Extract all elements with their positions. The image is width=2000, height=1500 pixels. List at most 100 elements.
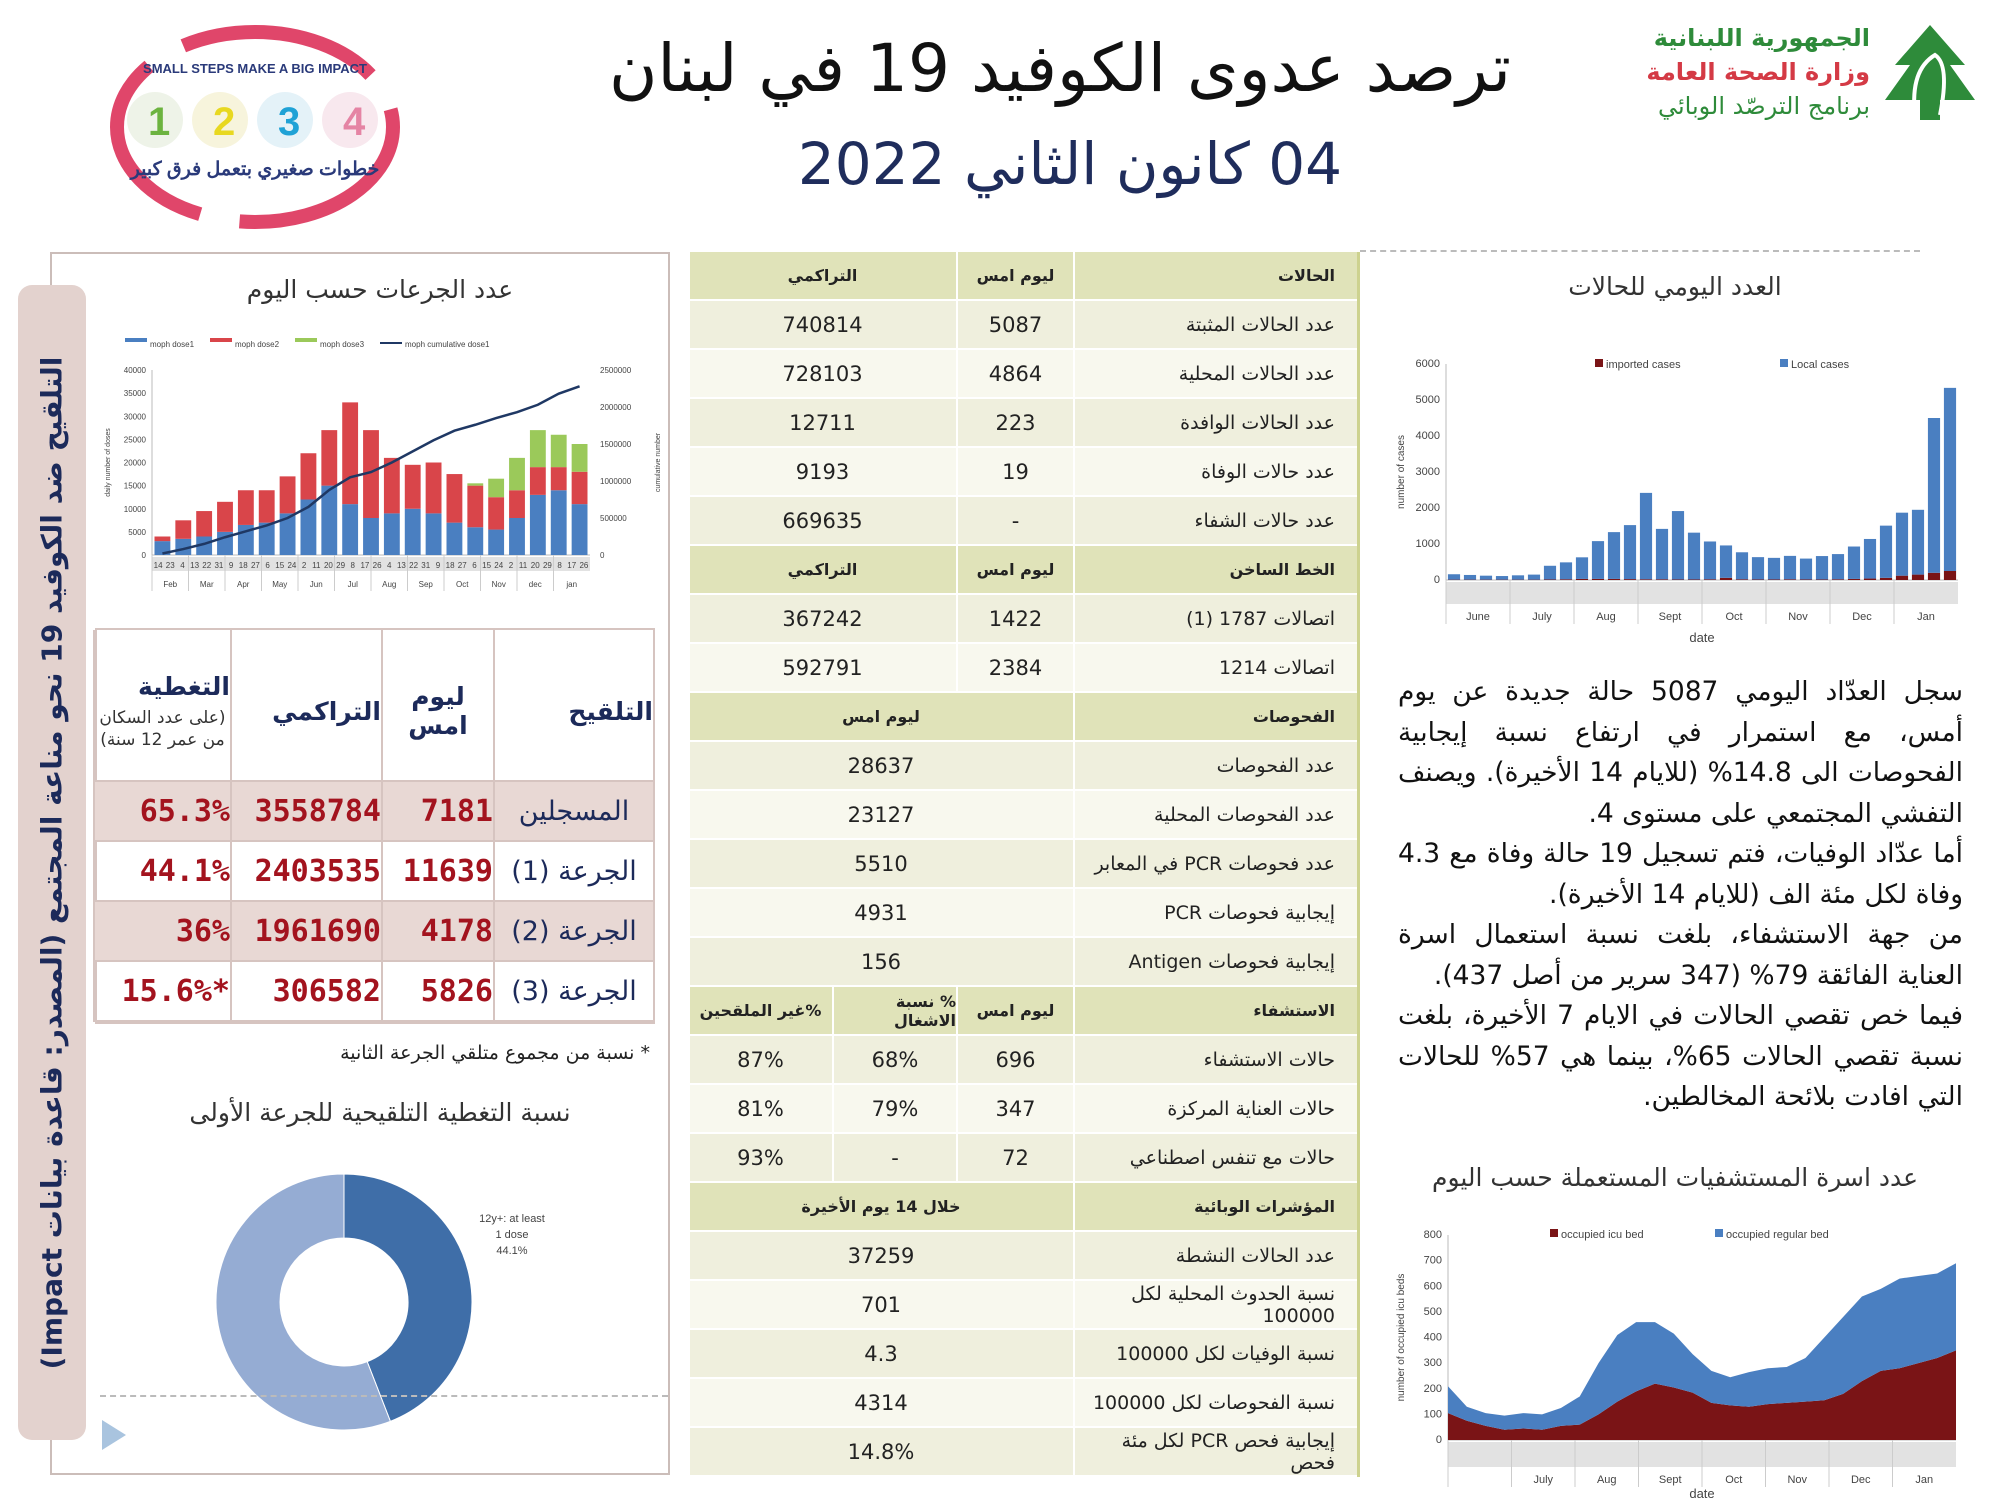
divider — [100, 1395, 668, 1397]
bar-moph-dose2 — [217, 501, 233, 532]
table-row: إيجابية فحوصات PCR 4931 — [687, 889, 1357, 938]
day-tick-label: 29 — [543, 561, 552, 570]
vaccine-row-cumulative: 306582 — [230, 962, 381, 1022]
y-tick-label: 10000 — [124, 505, 147, 514]
bar-imported-cases — [1543, 579, 1557, 580]
row-value: 28637 — [687, 742, 1073, 791]
section-header-cell: الحالات — [1073, 252, 1357, 301]
page-title: ترصد عدوى الكوفيد 19 في لبنان — [608, 30, 1512, 107]
month-label: Jan — [1917, 611, 1935, 623]
row-label: إيجابية فحوصات PCR — [1073, 889, 1357, 938]
row-value: 740814 — [687, 301, 956, 350]
donut-data-label: 44.1% — [496, 1245, 527, 1257]
col-header-vaccine: التلقيح — [493, 630, 653, 782]
section-header-cell: الاستشفاء — [1073, 987, 1357, 1036]
section-header-cell: التراكمي — [687, 546, 956, 595]
day-tick-label: 29 — [336, 561, 345, 570]
row-label: نسبة الوفيات لكل 100000 — [1073, 1330, 1357, 1379]
table-row: اتصالات 1214 2384 592791 — [687, 644, 1357, 693]
day-tick-label: 6 — [265, 561, 270, 570]
coverage-donut-chart: 12y+: at least 1 dose 44.1% — [215, 1173, 545, 1431]
y-tick-label: 5000 — [1416, 394, 1440, 406]
month-label: May — [272, 580, 287, 589]
day-tick-label: 17 — [567, 561, 576, 570]
day-tick-label: 13 — [190, 561, 199, 570]
vaccination-footnote: * نسبة من مجموع متلقي الجرعة الثانية — [340, 1042, 650, 1064]
y-axis-label: daily number of doses — [105, 428, 112, 497]
row-value: 5510 — [687, 840, 1073, 889]
bar-Local-cases — [1447, 574, 1461, 580]
day-tick-label: 23 — [166, 561, 175, 570]
bar-moph-dose2 — [279, 476, 296, 514]
month-label: Nov — [1788, 611, 1808, 623]
row-value: 156 — [687, 938, 1073, 987]
row-label: عدد الحالات الوافدة — [1073, 399, 1357, 448]
bar-imported-cases — [1815, 579, 1829, 580]
month-label: Dec — [1851, 1474, 1871, 1486]
y-tick-label: 15000 — [124, 482, 147, 491]
row-value: 9193 — [687, 448, 956, 497]
bar-Local-cases — [1463, 574, 1477, 580]
vaccine-row-label: الجرعة (2) — [493, 902, 653, 962]
row-label: عدد الحالات النشطة — [1073, 1232, 1357, 1281]
bar-imported-cases — [1751, 579, 1765, 580]
bar-moph-dose1 — [258, 522, 275, 555]
cedar-icon — [1885, 25, 1975, 120]
x-axis-label: date — [1689, 630, 1714, 645]
bar-moph-dose3 — [509, 457, 525, 491]
day-tick-label: 11 — [519, 561, 528, 570]
bar-Local-cases — [1495, 576, 1509, 580]
bar-Local-cases — [1751, 557, 1765, 580]
col-header-cumulative: التراكمي — [230, 630, 381, 782]
vaccination-panel — [50, 252, 670, 1475]
bar-moph-dose2 — [321, 430, 338, 486]
section-header: الاستشفاء ليوم امس% نسبة الاشغال %غير المل… — [687, 987, 1357, 1036]
y-tick-label: 30000 — [124, 412, 147, 421]
table-row: عدد الحالات الوافدة 223 12711 — [687, 399, 1357, 448]
bar-Local-cases — [1895, 512, 1909, 576]
row-label: نسبة الفحوصات لكل 100000 — [1073, 1379, 1357, 1428]
table-row: عدد الحالات المحلية 4864 728103 — [687, 350, 1357, 399]
section-header-cell: ليوم امس — [687, 693, 1073, 742]
summary-paragraph: فيما خص تقصي الحالات في الايام 7 الأخيرة… — [1398, 1000, 1964, 1112]
moph-logo: الجمهورية اللبنانية وزارة الصحة العامة ب… — [1600, 20, 1980, 130]
moph-line-ministry: وزارة الصحة العامة — [1646, 58, 1870, 86]
day-tick-label: 8 — [351, 561, 356, 570]
day-tick-label: 2 — [302, 561, 307, 570]
day-tick-label: 22 — [202, 561, 211, 570]
table-row: اتصالات 1787 (1) 1422 367242 — [687, 595, 1357, 644]
row-value: 669635 — [687, 497, 956, 546]
legend-label: occupied regular bed — [1726, 1229, 1829, 1241]
month-label: Jul — [348, 580, 358, 589]
vaccine-row-cumulative: 3558784 — [230, 782, 381, 842]
y-tick-label: 0 — [1436, 1434, 1442, 1446]
day-tick-label: 6 — [472, 561, 477, 570]
table-row: إيجابية فحوصات Antigen 156 — [687, 938, 1357, 987]
section-header-cell: المؤشرات الوبائية — [1073, 1183, 1357, 1232]
svg-text:خطوات صغيري بتعمل فرق كبير: خطوات صغيري بتعمل فرق كبير — [129, 159, 380, 181]
bar-Local-cases — [1879, 525, 1893, 578]
vaccine-row-yesterday: 5826 — [381, 962, 493, 1022]
day-tick-label: 11 — [312, 561, 321, 570]
col-header-yesterday: ليوم امس — [381, 630, 493, 782]
vaccine-row-coverage: 65.3% — [93, 782, 230, 842]
donut-slice — [343, 1173, 473, 1422]
bar-moph-dose2 — [237, 490, 254, 525]
day-tick-label: 31 — [214, 561, 223, 570]
daily-cases-title: العدد اليومي للحالات — [1568, 272, 1782, 301]
bar-imported-cases — [1767, 579, 1781, 580]
vaccine-row-coverage: 36% — [93, 902, 230, 962]
legend-swatch — [125, 338, 147, 342]
donut-title: نسبة التغطية التلقيحية للجرعة الأولى — [189, 1098, 571, 1127]
play-icon[interactable] — [100, 1418, 128, 1452]
bar-Local-cases — [1543, 565, 1557, 580]
bar-moph-dose3 — [467, 483, 484, 486]
month-label: July — [1532, 611, 1552, 623]
row-label: عدد الحالات المثبتة — [1073, 301, 1357, 350]
day-tick-label: 26 — [579, 561, 588, 570]
row-label: حالات الاستشفاء — [1073, 1036, 1357, 1085]
day-tick-label: 24 — [494, 561, 503, 570]
bar-Local-cases — [1783, 555, 1797, 580]
vaccine-row-label: الجرعة (3) — [493, 962, 653, 1022]
vaccine-row-coverage: 15.6%* — [93, 962, 230, 1022]
